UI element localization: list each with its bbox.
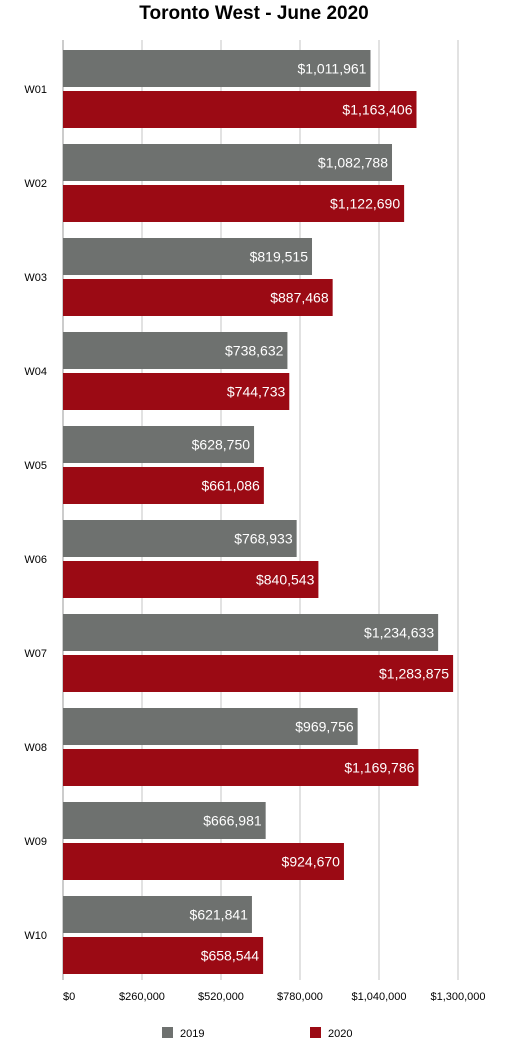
data-labels: $1,011,961 $1,163,406 $1,082,788 $1,122,690… [190, 61, 450, 964]
bar-2019-W02 [63, 144, 393, 181]
category-label: W02 [24, 178, 47, 190]
data-label: $1,163,406 [342, 102, 412, 118]
chart-title: Toronto West - June 2020 [139, 3, 369, 24]
bar-2020-W03 [63, 279, 333, 316]
legend: 2019 2020 [162, 1027, 352, 1040]
bar-2020-W10 [63, 937, 264, 974]
data-label: $621,841 [190, 907, 249, 923]
data-label: $819,515 [250, 249, 309, 265]
category-label: W06 [24, 554, 47, 566]
x-tick-label: $0 [63, 991, 75, 1003]
data-label: $1,169,786 [344, 760, 414, 776]
bar-2020-W05 [63, 467, 264, 504]
category-axis: W01 W02 W03 W04 W05 W06 W07 W08 W09 W10 [24, 84, 47, 942]
category-label: W05 [24, 460, 47, 472]
data-label: $658,544 [201, 948, 260, 964]
x-tick-label: $1,040,000 [351, 991, 406, 1003]
category-label: W07 [24, 648, 47, 660]
data-label: $1,283,875 [379, 666, 449, 682]
data-label: $628,750 [192, 437, 251, 453]
x-tick-label: $260,000 [119, 991, 165, 1003]
bar-2019-W01 [63, 50, 371, 87]
data-label: $1,122,690 [330, 196, 400, 212]
bar-2019-W08 [63, 708, 358, 745]
category-label: W09 [24, 836, 47, 848]
data-label: $887,468 [270, 290, 329, 306]
bar-2020-W01 [63, 91, 417, 128]
x-tick-label: $520,000 [198, 991, 244, 1003]
category-label: W03 [24, 272, 47, 284]
data-label: $661,086 [201, 478, 260, 494]
legend-label: 2020 [328, 1028, 352, 1040]
bar-2019-W10 [63, 896, 252, 933]
data-label: $744,733 [227, 384, 286, 400]
bar-2020-W09 [63, 843, 344, 880]
data-label: $1,082,788 [318, 155, 388, 171]
data-label: $1,234,633 [364, 625, 434, 641]
data-label: $768,933 [234, 531, 293, 547]
data-label: $738,632 [225, 343, 284, 359]
category-label: W08 [24, 742, 47, 754]
bar-2019-W07 [63, 614, 439, 651]
data-label: $1,011,961 [297, 61, 366, 77]
data-label: $969,756 [295, 719, 354, 735]
bar-2020-W07 [63, 655, 454, 692]
bar-2019-W04 [63, 332, 288, 369]
x-tick-label: $1,300,000 [430, 991, 485, 1003]
bar-2020-W06 [63, 561, 319, 598]
x-tick-label: $780,000 [277, 991, 323, 1003]
category-label: W04 [24, 366, 47, 378]
data-label: $666,981 [203, 813, 262, 829]
data-label: $924,670 [282, 854, 341, 870]
legend-swatch-2020 [310, 1027, 321, 1038]
category-label: W01 [24, 84, 47, 96]
bar-2020-W08 [63, 749, 419, 786]
legend-swatch-2019 [162, 1027, 173, 1038]
data-label: $840,543 [256, 572, 315, 588]
bars [63, 50, 454, 974]
category-label: W10 [24, 930, 47, 942]
bar-2020-W04 [63, 373, 290, 410]
bar-2019-W05 [63, 426, 255, 463]
value-axis: $0 $260,000 $520,000 $780,000 $1,040,000 $1,3… [63, 991, 486, 1003]
bar-2019-W06 [63, 520, 297, 557]
legend-label: 2019 [180, 1028, 204, 1040]
bar-2020-W02 [63, 185, 405, 222]
bar-2019-W09 [63, 802, 266, 839]
bar-2019-W03 [63, 238, 313, 275]
